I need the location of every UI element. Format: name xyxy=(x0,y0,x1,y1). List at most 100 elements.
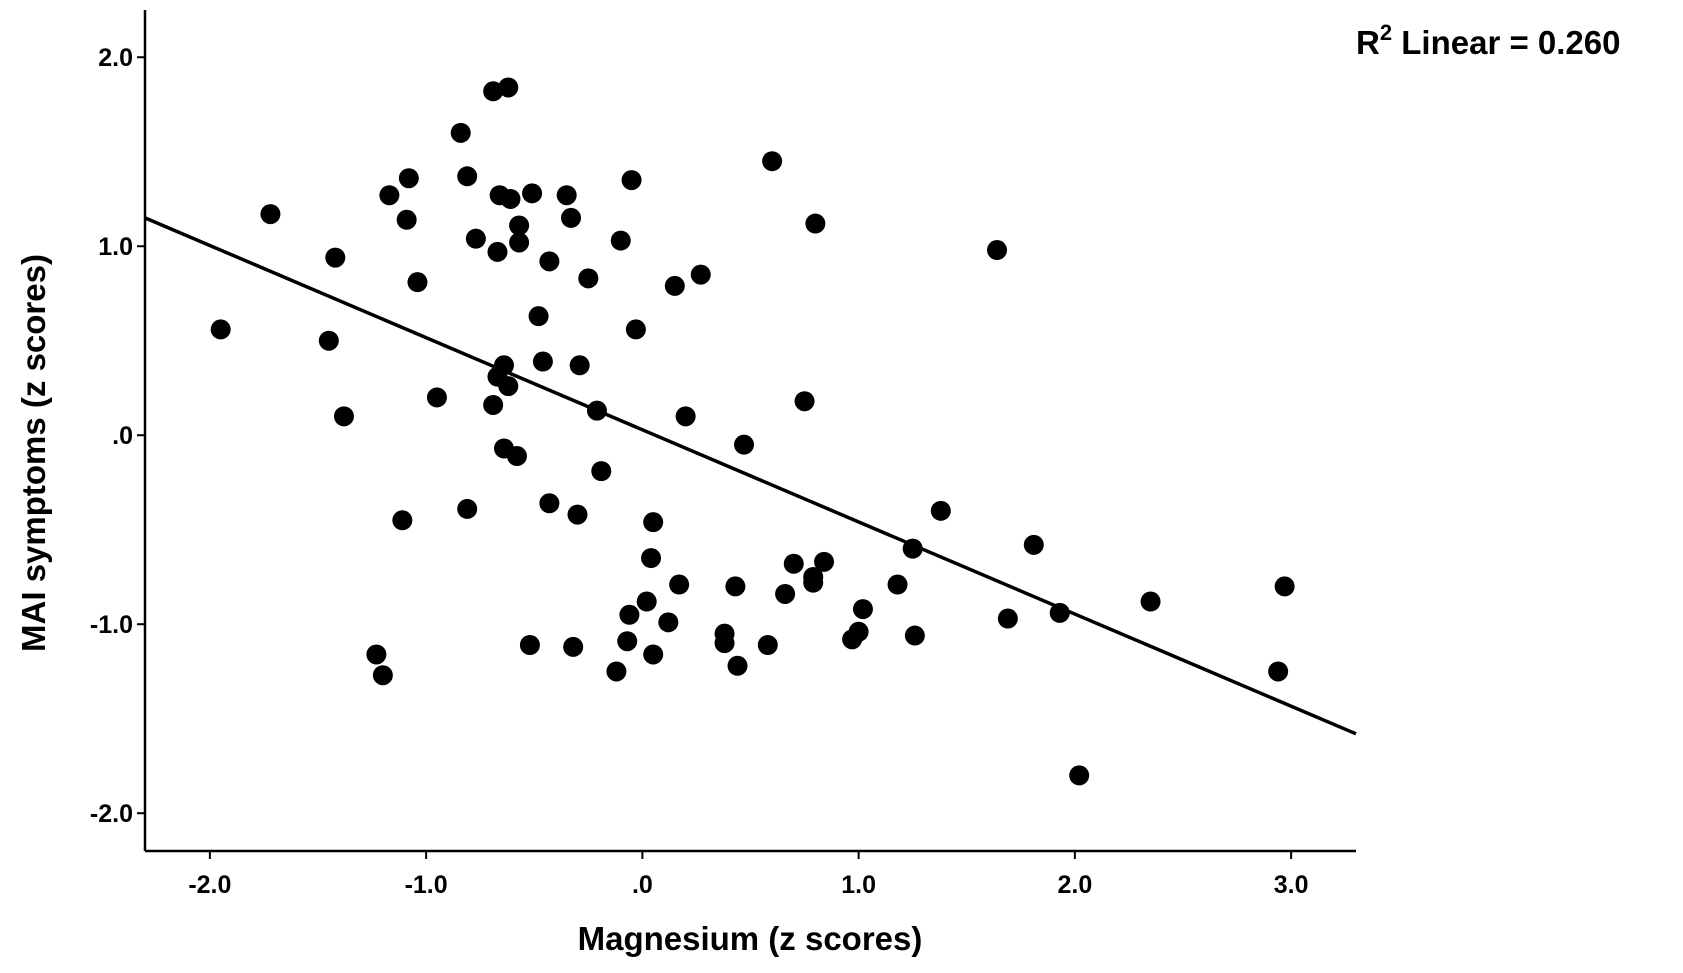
data-point xyxy=(407,272,428,293)
data-point xyxy=(887,574,908,595)
data-point xyxy=(902,538,923,559)
data-point xyxy=(783,553,804,574)
y-tick-label: -2.0 xyxy=(90,800,133,828)
data-point xyxy=(610,230,631,251)
data-point xyxy=(636,591,657,612)
data-point xyxy=(641,548,662,569)
r-squared-text: Linear = 0.260 xyxy=(1392,24,1620,61)
data-point xyxy=(625,319,646,340)
data-point xyxy=(396,209,417,230)
data-point xyxy=(794,391,815,412)
data-points xyxy=(210,77,1295,786)
x-tick-label: 1.0 xyxy=(841,871,876,899)
data-point xyxy=(506,446,527,467)
data-point xyxy=(606,661,627,682)
data-point xyxy=(483,394,504,415)
x-ticks: -2.0 -1.0 .0 1.0 2.0 3.0 xyxy=(188,851,1309,899)
data-point xyxy=(1140,591,1161,612)
data-point xyxy=(333,406,354,427)
y-tick-label: .0 xyxy=(112,422,133,450)
data-point xyxy=(483,81,504,102)
data-point xyxy=(487,241,508,262)
data-point xyxy=(734,434,755,455)
data-point xyxy=(426,387,447,408)
data-point xyxy=(643,512,664,533)
y-tick-label: 2.0 xyxy=(98,44,133,72)
data-point xyxy=(757,635,778,656)
data-point xyxy=(578,268,599,289)
r-squared-superscript: 2 xyxy=(1380,20,1392,45)
data-point xyxy=(617,631,638,652)
data-point xyxy=(457,498,478,519)
data-point xyxy=(392,510,413,531)
data-point xyxy=(260,204,281,225)
data-point xyxy=(498,77,519,98)
x-tick-label: -2.0 xyxy=(188,871,231,899)
data-point xyxy=(561,207,582,228)
y-tick-label: -1.0 xyxy=(90,611,133,639)
data-point xyxy=(725,576,746,597)
x-tick-label: .0 xyxy=(632,871,653,899)
data-point xyxy=(509,232,530,253)
data-point xyxy=(762,151,783,172)
data-point xyxy=(727,655,748,676)
data-point xyxy=(1069,765,1090,786)
data-point xyxy=(658,612,679,633)
y-ticks: 2.0 1.0 .0 -1.0 -2.0 xyxy=(90,44,145,828)
data-point xyxy=(675,406,696,427)
x-tick-label: -1.0 xyxy=(405,871,448,899)
data-point xyxy=(522,183,543,204)
data-point xyxy=(465,228,486,249)
y-axis-title: MAI symptoms (z scores) xyxy=(15,254,52,652)
data-point xyxy=(457,166,478,187)
data-point xyxy=(1023,534,1044,555)
x-tick-label: 3.0 xyxy=(1274,871,1309,899)
data-point xyxy=(775,583,796,604)
x-tick-label: 2.0 xyxy=(1057,871,1092,899)
data-point xyxy=(325,247,346,268)
r-squared-annotation: R2 Linear = 0.260 xyxy=(1356,20,1620,61)
y-tick-label: 1.0 xyxy=(98,233,133,261)
data-point xyxy=(1274,576,1295,597)
data-point xyxy=(379,185,400,206)
data-point xyxy=(803,572,824,593)
axes xyxy=(143,10,1356,853)
data-point xyxy=(690,264,711,285)
regression-line xyxy=(144,216,1357,736)
x-axis-title: Magnesium (z scores) xyxy=(578,920,923,957)
data-point xyxy=(619,604,640,625)
data-point xyxy=(569,355,590,376)
data-point xyxy=(366,644,387,665)
data-point xyxy=(814,551,835,572)
data-point xyxy=(621,170,642,191)
data-point xyxy=(398,168,419,189)
data-point xyxy=(532,351,553,372)
data-point xyxy=(643,644,664,665)
data-point xyxy=(450,122,471,143)
data-point xyxy=(852,599,873,620)
data-point xyxy=(539,493,560,514)
data-point xyxy=(669,574,690,595)
data-point xyxy=(509,215,530,236)
data-point xyxy=(493,355,514,376)
data-point xyxy=(1049,602,1070,623)
data-point xyxy=(519,635,540,656)
data-point xyxy=(498,376,519,397)
data-point xyxy=(567,504,588,525)
data-point xyxy=(372,665,393,686)
data-point xyxy=(997,608,1018,629)
data-point xyxy=(591,461,612,482)
data-point xyxy=(563,636,584,657)
data-point xyxy=(586,400,607,421)
data-point xyxy=(904,625,925,646)
data-point xyxy=(539,251,560,272)
data-point xyxy=(500,188,521,209)
r-squared-prefix: R xyxy=(1356,24,1380,61)
data-point xyxy=(930,500,951,521)
data-point xyxy=(210,319,231,340)
data-point xyxy=(848,621,869,642)
data-point xyxy=(318,330,339,351)
data-point xyxy=(714,633,735,654)
data-point xyxy=(987,240,1008,261)
